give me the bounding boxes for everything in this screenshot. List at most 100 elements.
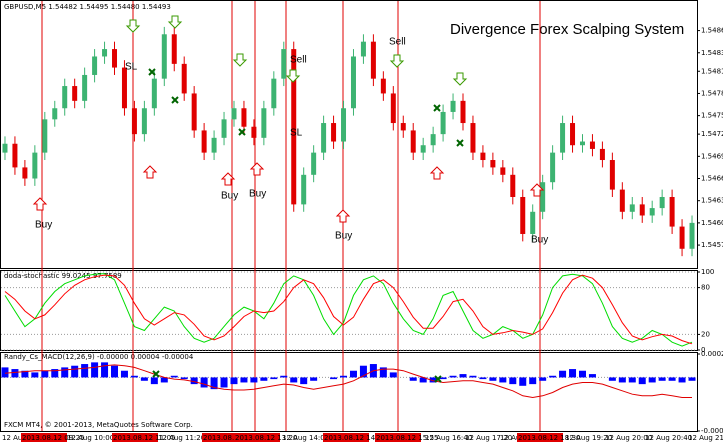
candle-body	[560, 123, 566, 153]
macd-bar	[280, 375, 288, 378]
candle-body	[400, 123, 406, 131]
macd-bar	[220, 377, 228, 388]
candle-body	[410, 130, 416, 153]
annotation: SL	[125, 62, 138, 73]
time-label-bg	[375, 433, 421, 442]
macd-bar	[1, 367, 9, 378]
macd-bar	[379, 367, 387, 378]
macd-bar	[101, 362, 109, 378]
candle-body	[360, 41, 366, 57]
cross-mark	[152, 370, 160, 378]
candle-body	[271, 78, 277, 109]
time-label: 2013.08.12 11:05	[113, 434, 175, 442]
sell-arrow	[285, 69, 301, 83]
sell-arrow	[389, 54, 405, 68]
candle-body	[82, 74, 88, 101]
macd-bar	[71, 365, 79, 378]
sell-arrow	[232, 53, 248, 67]
y-tick-label: 1.54780	[701, 89, 723, 97]
macd-bar	[310, 377, 318, 381]
macd-bar	[190, 377, 198, 385]
candle-body	[171, 34, 177, 64]
macd-bar	[340, 375, 348, 378]
candle-body	[221, 119, 227, 138]
y-tick-label: 80	[701, 284, 710, 292]
y-tick-label: 1.54695	[701, 152, 723, 160]
annotation: Buy	[531, 235, 548, 246]
macd-bar	[160, 377, 168, 383]
candle-body	[689, 222, 695, 249]
candle-body	[500, 167, 506, 175]
y-tick-label: 1.54575	[701, 241, 723, 249]
candle-body	[639, 204, 645, 216]
time-label-bg	[21, 433, 67, 442]
time-label: 2013.08.12 13:20	[235, 434, 297, 442]
cross-mark	[238, 128, 246, 136]
candle-body	[331, 123, 337, 142]
candle-body	[301, 174, 307, 205]
time-label: 12 Aug 14:00	[282, 434, 329, 442]
cross-mark	[434, 375, 442, 383]
stochastic-title: doda-stochastic 99.0245 97.7589	[4, 272, 122, 280]
macd-bar	[250, 377, 258, 383]
candle-body	[490, 160, 496, 168]
macd-bar	[91, 362, 99, 378]
candle-body	[599, 148, 605, 161]
buy-arrow	[335, 209, 351, 223]
candle-body	[579, 141, 585, 146]
time-label: 12 Aug 19:20	[565, 434, 612, 442]
buy-arrow	[529, 183, 545, 197]
cross-mark	[433, 104, 441, 112]
candle-body	[32, 152, 38, 179]
candle-body	[22, 167, 28, 179]
annotation: Buy	[249, 189, 266, 200]
candle-body	[141, 108, 147, 135]
macd-bar	[81, 364, 89, 378]
candle-body	[480, 152, 486, 161]
candle-body	[649, 208, 655, 216]
time-label-bg	[323, 433, 369, 442]
candle-body	[231, 108, 237, 120]
time-label: 2013.08.12 18:30	[518, 434, 580, 442]
macd-bar	[210, 377, 218, 390]
macd-bar	[330, 377, 338, 380]
buy-arrow	[142, 165, 158, 179]
candle-body	[92, 56, 98, 75]
macd-bar	[359, 365, 367, 378]
candle-body	[430, 134, 436, 146]
annotation: Sell	[389, 37, 406, 48]
candle-body	[659, 196, 665, 209]
candle-body	[251, 126, 257, 138]
time-label: 12 Aug 20:40	[645, 434, 692, 442]
macd-bar	[230, 377, 238, 385]
candle-body	[72, 86, 78, 101]
symbol-header: GBPUSD,M5 1.54482 1.54495 1.54480 1.5449…	[4, 3, 171, 11]
cross-mark	[456, 139, 464, 147]
time-label: 12 Aug 21:20	[688, 434, 723, 442]
annotation: Buy	[221, 191, 238, 202]
candle-body	[679, 226, 685, 249]
candle-body	[390, 93, 396, 124]
y-tick-label: -0.00064	[701, 427, 723, 435]
sell-arrow	[452, 72, 468, 86]
macd-bar	[31, 372, 39, 378]
macd-bar	[409, 377, 417, 381]
macd-bar	[419, 377, 427, 383]
candle-body	[530, 211, 536, 234]
candle-body	[191, 93, 197, 131]
macd-bar	[549, 375, 557, 378]
time-label: 2013.08.12 15:55	[376, 434, 438, 442]
stochastic-line	[4, 274, 693, 345]
macd-bar	[270, 377, 278, 380]
candle-body	[62, 86, 68, 109]
candle-body	[520, 196, 526, 234]
annotation: Buy	[335, 231, 352, 242]
sell-arrow	[125, 19, 141, 33]
y-tick-label: 1.54835	[701, 49, 723, 57]
candle-body	[102, 49, 108, 57]
macd-bar	[150, 377, 158, 385]
macd-bar	[648, 377, 656, 383]
macd-bar	[628, 377, 636, 383]
y-tick-label: 1.54665	[701, 175, 723, 183]
